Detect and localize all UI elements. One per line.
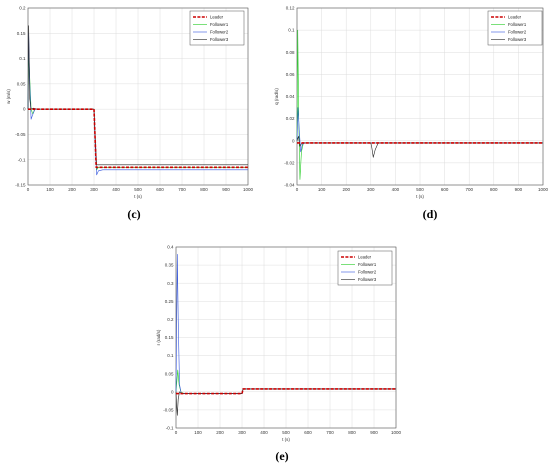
y-tick-label: -0.02 xyxy=(284,160,295,165)
y-tick-label: -0.15 xyxy=(15,183,26,188)
y-tick-label: 0.1 xyxy=(19,56,26,61)
panel-label: (d) xyxy=(423,207,438,221)
legend-label-follower3: Follower3 xyxy=(358,277,377,282)
x-axis-label: t (s) xyxy=(134,194,142,199)
x-tick-label: 1000 xyxy=(391,430,402,435)
y-tick-label: 0.06 xyxy=(286,72,295,77)
y-tick-label: 0 xyxy=(292,138,295,143)
x-tick-label: 700 xyxy=(465,187,473,192)
plot-frame xyxy=(175,246,397,429)
legend-label-follower2: Follower2 xyxy=(210,30,229,35)
x-tick-label: 900 xyxy=(370,430,378,435)
x-tick-label: 500 xyxy=(282,430,290,435)
legend-label-follower1: Follower1 xyxy=(210,22,229,27)
x-tick-label: 600 xyxy=(156,187,164,192)
x-tick-label: 100 xyxy=(194,430,202,435)
x-tick-label: 600 xyxy=(304,430,312,435)
y-axis-label: r (rad/s) xyxy=(156,329,161,345)
x-tick-label: 100 xyxy=(46,187,54,192)
y-tick-label: 0 xyxy=(171,389,174,394)
x-tick-label: 100 xyxy=(318,187,326,192)
x-tick-label: 600 xyxy=(441,187,449,192)
legend-label-follower1: Follower1 xyxy=(358,262,377,267)
legend-label-follower3: Follower3 xyxy=(210,37,229,42)
y-tick-label: 0.25 xyxy=(165,299,174,304)
x-axis-label: t (s) xyxy=(282,437,290,442)
legend-label-leader: Leader xyxy=(210,15,224,20)
y-tick-label: -0.04 xyxy=(284,183,295,188)
chart-panel-e: 0 100 200 300 400 500 600 700 800 900 1000 -0.1 -0.0… xyxy=(156,245,402,463)
x-tick-label: 1000 xyxy=(538,187,549,192)
legend-label-leader: Leader xyxy=(508,15,522,20)
series-line-leader xyxy=(176,388,396,395)
x-tick-label: 900 xyxy=(222,187,230,192)
y-tick-label: 0.15 xyxy=(165,335,174,340)
x-tick-label: 300 xyxy=(90,187,98,192)
x-tick-label: 200 xyxy=(68,187,76,192)
x-tick-label: 800 xyxy=(348,430,356,435)
y-tick-label: 0.2 xyxy=(19,6,26,11)
panel-label: (e) xyxy=(275,449,288,463)
y-axis-label: w (m/s) xyxy=(6,89,11,104)
y-tick-label: -0.05 xyxy=(163,408,174,413)
y-tick-label: 0.15 xyxy=(17,31,26,36)
legend-label-follower2: Follower2 xyxy=(508,30,527,35)
x-tick-label: 800 xyxy=(490,187,498,192)
series-line-leader xyxy=(28,108,248,169)
x-tick-label: 900 xyxy=(515,187,523,192)
y-tick-label: 0.02 xyxy=(286,116,295,121)
y-tick-label: 0.08 xyxy=(286,50,295,55)
y-tick-label: 0.4 xyxy=(167,245,174,250)
y-tick-label: 0.3 xyxy=(167,281,174,286)
y-tick-label: 0.05 xyxy=(17,81,26,86)
y-tick-label: 0.1 xyxy=(167,353,174,358)
x-tick-label: 400 xyxy=(112,187,120,192)
x-tick-label: 1000 xyxy=(243,187,254,192)
x-axis-label: t (s) xyxy=(416,194,424,199)
x-tick-label: 400 xyxy=(260,430,268,435)
x-tick-label: 300 xyxy=(238,430,246,435)
y-tick-label: 0.2 xyxy=(167,317,174,322)
x-tick-label: 700 xyxy=(326,430,334,435)
y-tick-label: -0.1 xyxy=(18,157,26,162)
x-tick-label: 0 xyxy=(175,430,178,435)
x-tick-label: 0 xyxy=(296,187,299,192)
legend-label-leader: Leader xyxy=(358,255,372,260)
x-tick-label: 700 xyxy=(178,187,186,192)
y-tick-label: 0.05 xyxy=(165,371,174,376)
y-tick-label: 0.1 xyxy=(288,28,295,33)
y-tick-label: 0 xyxy=(23,107,26,112)
x-tick-label: 800 xyxy=(200,187,208,192)
chart-panel-d: 0 100 200 300 400 500 600 700 800 900 1000 -0.04 -0.… xyxy=(274,6,549,221)
y-tick-label: 0.12 xyxy=(286,6,295,11)
x-tick-label: 500 xyxy=(416,187,424,192)
y-tick-label: 0.35 xyxy=(165,263,174,268)
y-tick-label: -0.05 xyxy=(15,132,26,137)
x-tick-label: 400 xyxy=(392,187,400,192)
chart-panel-c: 0 100 200 300 400 500 600 700 800 900 1000 -0.15 -0.… xyxy=(6,6,254,221)
x-tick-label: 200 xyxy=(216,430,224,435)
x-tick-label: 500 xyxy=(134,187,142,192)
legend-label-follower2: Follower2 xyxy=(358,270,377,275)
legend-label-follower3: Follower3 xyxy=(508,37,527,42)
y-tick-label: 0.04 xyxy=(286,94,295,99)
x-tick-label: 300 xyxy=(367,187,375,192)
y-tick-label: -0.1 xyxy=(166,426,174,431)
x-tick-label: 0 xyxy=(27,187,30,192)
panel-label: (c) xyxy=(127,207,140,221)
y-axis-label: q (rad/s) xyxy=(274,88,279,105)
x-tick-label: 200 xyxy=(342,187,350,192)
legend-label-follower1: Follower1 xyxy=(508,22,527,27)
